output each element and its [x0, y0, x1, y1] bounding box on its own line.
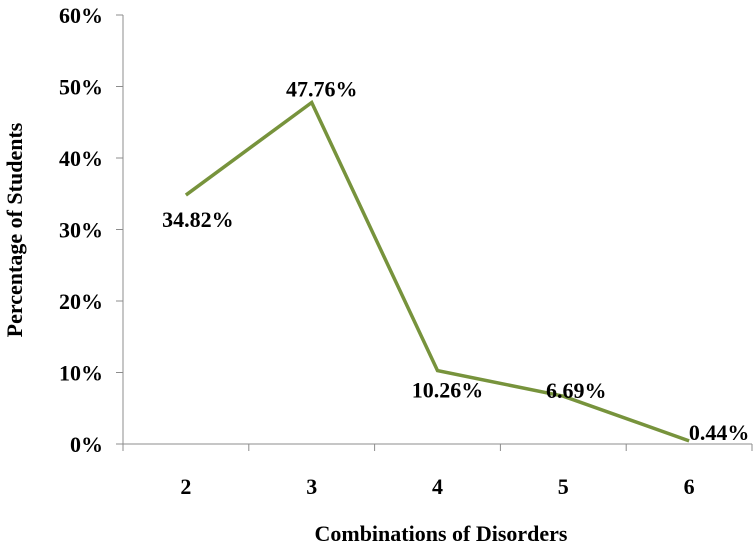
data-label: 47.76%	[286, 77, 358, 102]
x-tick-label: 3	[306, 474, 317, 499]
x-axis-ticks: 2 3 4 5 6	[122, 444, 753, 499]
series-line	[184, 99, 690, 443]
x-tick-label: 4	[432, 474, 443, 499]
data-labels: 34.82% 47.76% 10.26% 6.69% 0.44%	[162, 77, 749, 445]
y-tick-label: 50%	[59, 75, 103, 100]
x-tick-label: 5	[558, 474, 569, 499]
series-group	[184, 99, 690, 443]
y-tick-label: 40%	[59, 146, 103, 171]
y-axis-ticks: 0% 10% 20% 30% 40% 50% 60%	[59, 3, 123, 457]
data-label: 10.26%	[412, 378, 484, 403]
data-label: 0.44%	[689, 420, 750, 445]
x-tick-label: 6	[684, 474, 695, 499]
y-tick-label: 60%	[59, 3, 103, 28]
y-tick-label: 10%	[59, 361, 103, 386]
y-tick-label: 0%	[70, 432, 103, 457]
x-axis-title: Combinations of Disorders	[314, 521, 567, 546]
data-label: 34.82%	[162, 207, 234, 232]
y-axis-title: Percentage of Students	[2, 122, 27, 337]
data-label: 6.69%	[546, 378, 607, 403]
y-tick-label: 20%	[59, 289, 103, 314]
x-tick-label: 2	[180, 474, 191, 499]
y-tick-label: 30%	[59, 218, 103, 243]
